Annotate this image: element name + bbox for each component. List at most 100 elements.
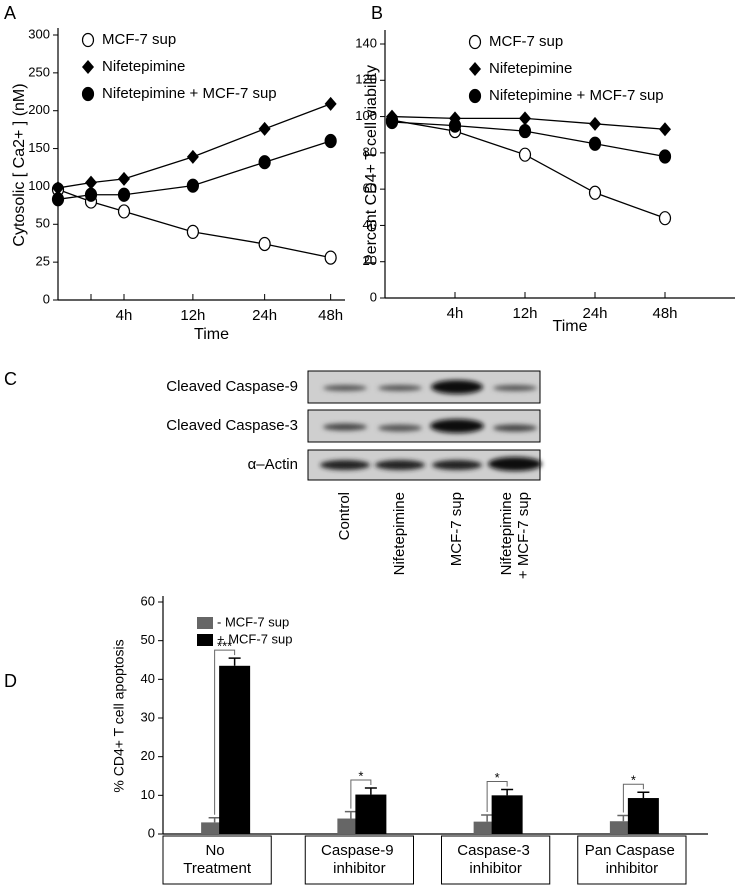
point [518, 147, 532, 162]
bar [491, 795, 523, 834]
category-box [441, 835, 551, 885]
point [324, 96, 337, 111]
x-tick-label: Pan Caspase inhibitor [585, 842, 679, 877]
bar [201, 822, 229, 834]
error-bar [481, 814, 494, 822]
y-tick-label: 300 [28, 26, 50, 41]
x-axis-label: Time [194, 326, 229, 343]
point [659, 122, 671, 137]
row-label: α–Actin [248, 456, 298, 473]
point [658, 211, 672, 226]
point [324, 133, 337, 149]
y-tick-label: 20 [141, 748, 155, 763]
y-tick-label: 100 [28, 178, 50, 193]
x-tick-line: inhibitor [333, 860, 386, 877]
y-axis-label: Percent CD4+ T cell viability [363, 65, 380, 265]
x-tick-label: 24h [582, 305, 607, 322]
y-tick-label: 40 [363, 217, 377, 232]
y-tick-label: 250 [28, 64, 50, 79]
x-tick-label: Caspase-3 inhibitor [457, 842, 534, 877]
y-axis-label: Cytosolic [ Ca2+ ] (nM) [11, 83, 28, 246]
point [468, 88, 482, 104]
y-tick-label: 120 [355, 72, 377, 87]
y-tick-label: 100 [355, 108, 377, 123]
y-axis-label: % CD4+ T cell apoptosis [111, 639, 127, 792]
category-box [304, 835, 414, 885]
y-tick-label: 50 [36, 216, 50, 231]
panel-label: D [4, 671, 17, 691]
lane-label-line: Nifetepimine [498, 492, 515, 575]
point [588, 136, 602, 151]
point [117, 204, 131, 219]
point [81, 32, 95, 48]
point [258, 236, 271, 252]
error-bar [364, 787, 377, 795]
significance-bracket [622, 783, 644, 813]
point [186, 178, 199, 193]
point [81, 86, 95, 102]
point [117, 187, 131, 202]
legend-label: Nifetepimine + MCF-7 sup [102, 85, 277, 102]
point [51, 192, 65, 207]
y-tick-label: 30 [141, 709, 155, 724]
point [518, 123, 532, 139]
y-tick-label: 150 [28, 140, 50, 155]
x-tick-line: No [205, 842, 228, 859]
legend-label: MCF-7 sup [489, 33, 563, 50]
x-tick-label: 4h [447, 305, 464, 322]
x-tick-line: Pan Caspase [585, 842, 679, 859]
y-tick-label: 0 [370, 289, 377, 304]
legend-swatch [197, 634, 213, 646]
error-bar [501, 788, 514, 796]
lane-label: Control [336, 492, 353, 540]
x-tick-line: Caspase-9 [321, 842, 398, 859]
point [589, 116, 601, 131]
bar [355, 794, 387, 834]
point [468, 34, 482, 50]
panel-label: C [4, 369, 17, 389]
point [52, 180, 64, 195]
panel-label: B [371, 3, 383, 23]
point [85, 175, 98, 190]
x-tick-label: Caspase-9 inhibitor [321, 842, 398, 877]
blot [307, 370, 542, 481]
x-tick-label: 24h [252, 307, 277, 324]
series-line [57, 103, 331, 189]
significance-label: * [495, 770, 500, 785]
lane-label: MCF-7 sup [448, 492, 465, 566]
point [186, 149, 199, 164]
point [118, 171, 131, 186]
y-tick-label: 0 [43, 291, 50, 306]
point [84, 187, 98, 202]
x-axis-label: Time [553, 318, 588, 335]
lane-label-line: + MCF-7 sup [515, 492, 532, 583]
legend-label: MCF-7 sup [102, 31, 176, 48]
point [385, 114, 399, 130]
significance-label: * [358, 768, 363, 783]
point [258, 155, 271, 170]
y-tick-label: 10 [141, 787, 155, 802]
legend-label: Nifetepimine [102, 58, 185, 75]
x-tick-label: 48h [652, 305, 677, 322]
row-label: Cleaved Caspase-3 [166, 417, 298, 434]
error-bar [228, 657, 241, 666]
error-bar [637, 791, 650, 799]
series-line [57, 188, 331, 259]
error-bar [208, 817, 221, 823]
point [469, 62, 481, 76]
significance-bracket [350, 779, 372, 809]
y-tick-label: 80 [363, 144, 377, 159]
error-bar [617, 814, 630, 822]
row-label: Cleaved Caspase-9 [166, 378, 298, 395]
point [658, 149, 672, 164]
y-tick-label: 50 [141, 632, 155, 647]
category-box [162, 835, 272, 885]
legend-swatch [197, 617, 213, 629]
x-tick-label: 12h [512, 305, 537, 322]
y-tick-label: 25 [36, 254, 50, 269]
point [588, 185, 602, 200]
y-tick-label: 20 [363, 253, 377, 268]
x-tick-label: 48h [318, 307, 343, 324]
